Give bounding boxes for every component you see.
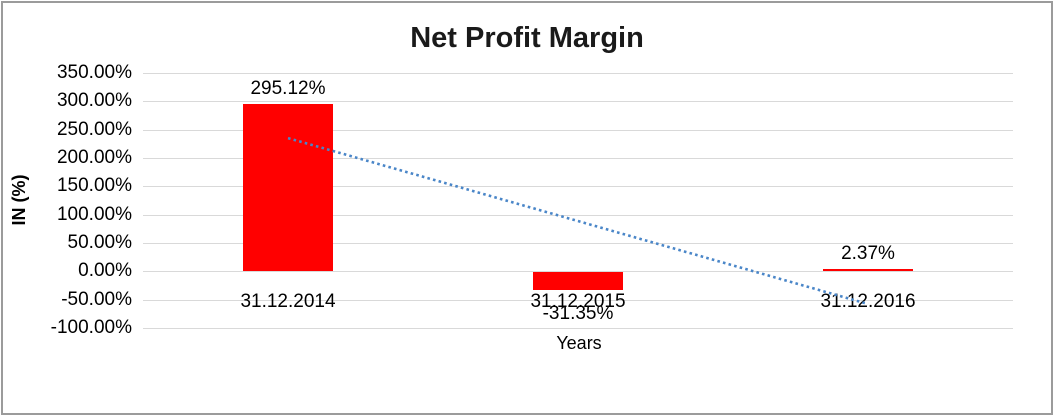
y-tick-label: 300.00% [56, 90, 132, 112]
x-tick-label: 31.12.2014 [240, 291, 336, 313]
x-axis-title: Years [556, 333, 602, 353]
y-tick-label: 150.00% [56, 175, 132, 197]
gridline [143, 129, 1013, 131]
x-tick-label: 31.12.2015 [530, 291, 626, 313]
y-tick-label: 200.00% [56, 147, 132, 168]
chart-title: Net Profit Margin [410, 22, 644, 54]
y-tick-label: 350.00% [56, 62, 132, 83]
y-tick-label: -50.00% [61, 288, 132, 310]
gridline [143, 328, 1013, 329]
bar [533, 272, 623, 291]
bar [243, 104, 333, 272]
data-label: -31.35% [542, 303, 614, 325]
x-tick-label: 31.12.2016 [820, 291, 916, 313]
bar [823, 268, 913, 272]
y-tick-label: -100.00% [50, 317, 132, 338]
gridline [143, 73, 1013, 74]
y-tick-label: 100.00% [56, 203, 132, 225]
y-tick-label: 250.00% [56, 118, 132, 140]
gridline [143, 101, 1013, 103]
data-label: 295.12% [250, 78, 326, 100]
y-tick-label: 0.00% [78, 260, 132, 282]
y-tick-label: 50.00% [67, 232, 132, 253]
data-label: 2.37% [841, 242, 895, 264]
